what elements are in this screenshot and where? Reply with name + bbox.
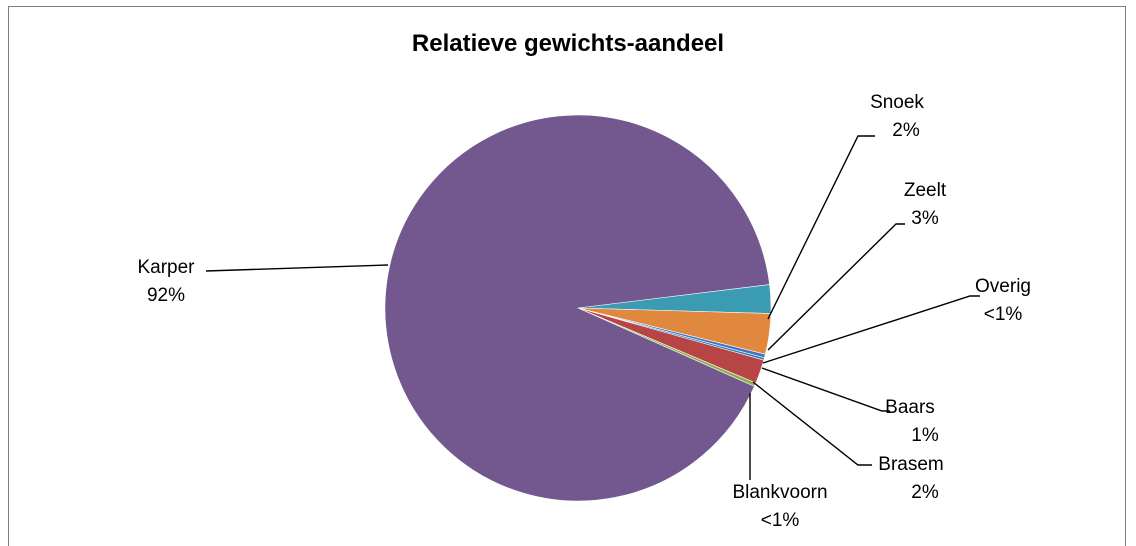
leader-line-zeelt (767, 223, 905, 351)
data-label-name-snoek: Snoek (870, 92, 924, 113)
leader-line-baars (761, 367, 890, 412)
data-label-pct-brasem: 2% (911, 482, 939, 503)
leader-line-brasem (752, 381, 872, 466)
data-label-name-overig: Overig (975, 276, 1031, 297)
data-label-name-zeelt: Zeelt (904, 180, 947, 201)
data-label-name-baars: Baars (885, 397, 935, 418)
data-label-pct-karper: 92% (147, 285, 185, 306)
chart-title: Relatieve gewichts-aandeel (411, 30, 725, 57)
pie-slice-karper (384, 114, 770, 502)
leader-line-snoek (767, 135, 875, 320)
data-label-name-brasem: Brasem (878, 454, 943, 475)
data-label-pct-overig: <1% (984, 304, 1023, 325)
data-label-pct-zeelt: 3% (911, 208, 939, 229)
data-label-pct-blankvoorn: <1% (761, 510, 800, 531)
leader-line-overig (762, 295, 980, 364)
data-label-pct-baars: 1% (911, 425, 939, 446)
data-label-name-karper: Karper (137, 257, 195, 278)
data-label-pct-snoek: 2% (892, 120, 920, 141)
leader-line-karper (205, 264, 389, 272)
data-label-name-blankvoorn: Blankvoorn (732, 482, 827, 503)
